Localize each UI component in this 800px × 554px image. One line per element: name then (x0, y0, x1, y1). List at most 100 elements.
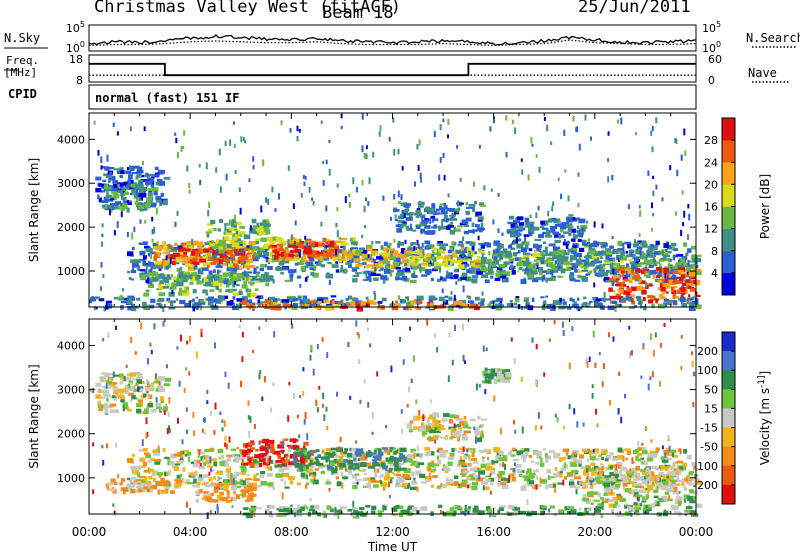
power-cell (218, 248, 225, 254)
power-cell (252, 257, 259, 262)
power-cell (417, 300, 423, 305)
power-cell (331, 300, 335, 305)
power-cell (260, 274, 266, 279)
power-cell (459, 222, 464, 226)
power-cell (625, 296, 632, 300)
power-cell (271, 244, 277, 248)
power-cell (316, 262, 322, 266)
power-cell (683, 128, 686, 136)
power-cell (615, 303, 623, 307)
power-cell (681, 303, 688, 307)
velocity-cell (296, 513, 303, 517)
velocity-cell (512, 447, 516, 451)
velocity-cell (516, 450, 524, 456)
power-cell (526, 298, 529, 303)
velocity-cell (559, 473, 563, 478)
velocity-cell (281, 459, 287, 464)
velocity-cell (253, 482, 257, 488)
velocity-cell (106, 484, 109, 489)
power-cell (266, 275, 270, 280)
power-cell (672, 281, 678, 285)
power-cell (229, 239, 235, 245)
power-cell (288, 269, 295, 274)
power-cell (230, 288, 237, 292)
power-cell (328, 248, 335, 253)
power-cell (523, 251, 526, 256)
velocity-cell (475, 469, 482, 472)
power-cell (639, 257, 646, 260)
velocity-cell (127, 386, 134, 391)
velocity-cell (179, 473, 182, 478)
velocity-cell (217, 448, 224, 454)
velocity-cell (239, 478, 243, 482)
power-cell (190, 243, 195, 249)
velocity-cell (295, 459, 300, 463)
power-cell (481, 261, 486, 264)
power-cell (498, 244, 504, 249)
power-cell (528, 265, 534, 270)
velocity-cell (407, 453, 413, 459)
velocity-cell (146, 406, 150, 410)
velocity-cell (593, 465, 599, 470)
power-cell (546, 269, 550, 274)
power-cell (248, 303, 254, 308)
power-cell (370, 272, 377, 277)
power-cell (471, 222, 475, 227)
power-cell (581, 227, 585, 232)
velocity-cell (687, 454, 692, 460)
power-cell (441, 248, 446, 252)
velocity-cell (382, 466, 388, 470)
power-cell (552, 246, 559, 252)
power-cell (258, 231, 266, 235)
power-cell (653, 251, 661, 256)
power-cell (411, 273, 415, 278)
power-cell (352, 237, 356, 241)
power-cell (268, 275, 274, 280)
power-cell (566, 240, 570, 245)
power-cell (672, 279, 677, 283)
power-cell (574, 279, 581, 282)
power-cell (551, 303, 556, 306)
power-cell (108, 186, 112, 189)
power-cell (481, 291, 484, 296)
power-cell (287, 165, 290, 171)
power-cell (659, 267, 662, 273)
power-cell (339, 301, 344, 305)
velocity-cell (386, 470, 391, 473)
power-cell (625, 250, 629, 254)
power-cell (199, 299, 205, 303)
velocity-cell (266, 448, 269, 454)
power-cell (139, 219, 142, 224)
nsearch-label: N.Search (746, 31, 800, 45)
power-cell (233, 250, 236, 254)
velocity-cell (451, 447, 455, 453)
power-cell (373, 291, 376, 295)
power-cell (426, 209, 430, 214)
power-cell (394, 250, 398, 255)
power-cell (400, 254, 408, 259)
velocity-cell (641, 459, 646, 463)
power-cell (430, 244, 435, 249)
velocity-cell (410, 486, 417, 490)
power-cell (310, 271, 315, 276)
velocity-cell (476, 477, 484, 482)
velocity-cell (685, 506, 693, 510)
power-cell (621, 272, 625, 278)
velocity-cell (208, 449, 215, 452)
velocity-cell (267, 472, 273, 477)
power-cell (622, 256, 627, 261)
power-cell (144, 269, 148, 275)
power-cell (393, 238, 396, 243)
power-cell (680, 270, 687, 276)
power-cell (239, 288, 242, 292)
power-cell (627, 204, 630, 210)
velocity-cell (633, 478, 639, 481)
power-cell (436, 255, 444, 260)
velocity-cell (218, 477, 222, 480)
velocity-cell (617, 480, 621, 486)
velocity-cell (312, 479, 319, 485)
power-cell (638, 233, 641, 238)
velocity-cell (467, 463, 471, 466)
power-cell (675, 138, 678, 144)
power-cell (293, 245, 296, 249)
